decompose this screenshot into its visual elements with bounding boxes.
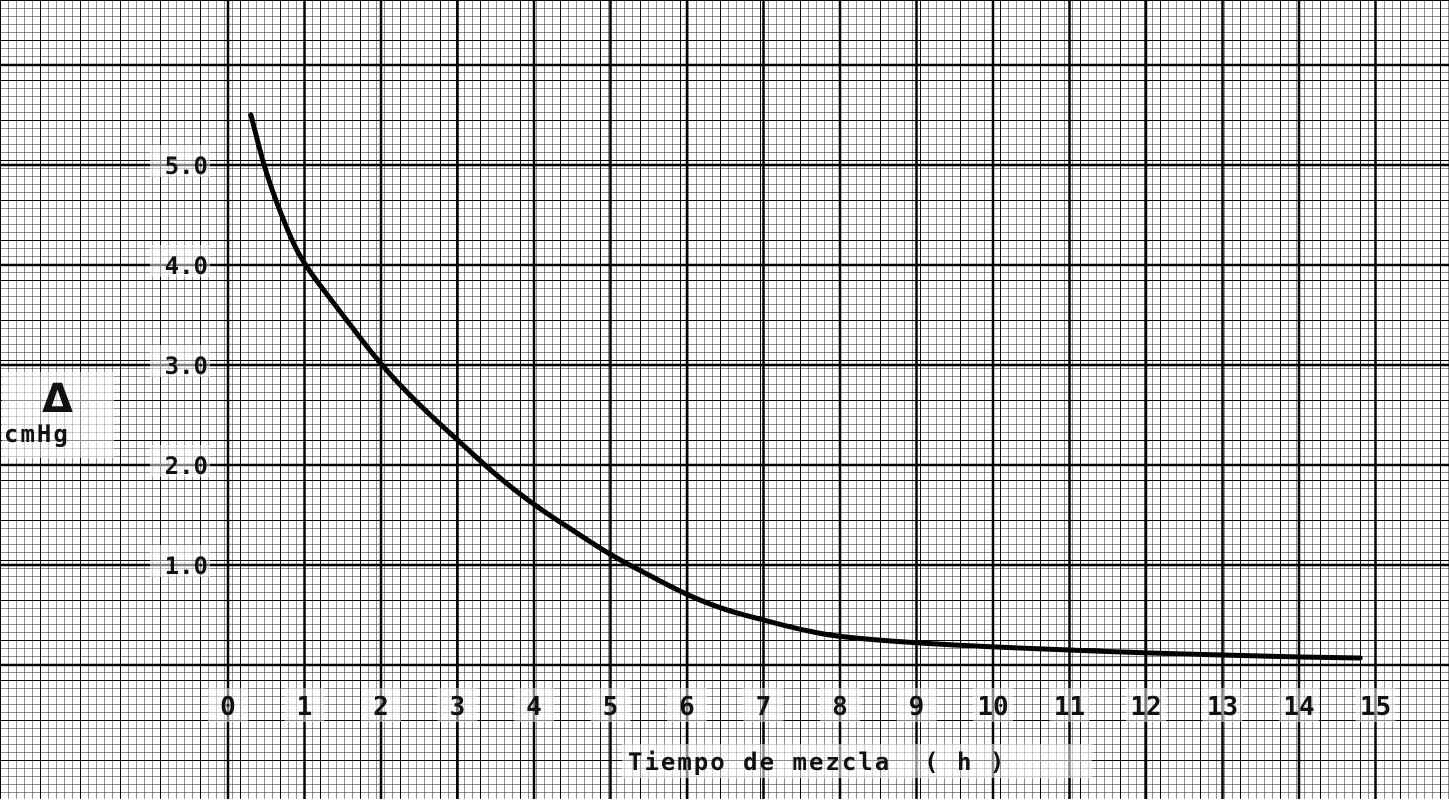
- x-tick-label-background: [1355, 688, 1396, 722]
- y-tick-label-background: [150, 145, 210, 177]
- x-tick-label: 5: [603, 692, 619, 722]
- y-tick-label-background: [150, 545, 210, 577]
- x-tick-label: 6: [679, 692, 695, 722]
- x-tick-label: 3: [450, 692, 466, 722]
- x-tick-label-background: [361, 688, 401, 722]
- x-tick-label: 11: [1054, 692, 1085, 722]
- x-tick-label: 7: [756, 692, 772, 722]
- axis-label-backgrounds: [150, 145, 1396, 722]
- y-axis-ticks: 1.0 2.0 3.0 4.0 5.0: [165, 152, 208, 580]
- x-tick-label: 0: [220, 692, 236, 722]
- x-tick-label-background: [284, 688, 325, 722]
- x-tick-label: 10: [977, 692, 1008, 722]
- x-tick-label-background: [743, 688, 784, 722]
- y-tick-label: 5.0: [165, 152, 208, 180]
- x-tick-label-background: [1049, 688, 1090, 722]
- x-tick-label: 2: [373, 692, 389, 722]
- y-tick-label: 2.0: [165, 452, 208, 480]
- x-tick-label-background: [1202, 688, 1243, 722]
- x-axis-title-background: [622, 744, 1092, 778]
- y-tick-label: 4.0: [165, 252, 208, 280]
- y-axis-title-unit: cmHg: [4, 420, 70, 448]
- x-tick-label-background: [208, 688, 248, 722]
- x-tick-label-background: [1279, 688, 1319, 722]
- y-tick-label-background: [150, 445, 210, 477]
- x-tick-label-background: [973, 688, 1013, 722]
- x-tick-label-background: [667, 688, 707, 722]
- x-tick-label-background: [896, 688, 937, 722]
- y-tick-label-background: [150, 245, 210, 277]
- x-axis-title: Tiempo de mezcla ( h ): [628, 748, 1006, 776]
- x-tick-label-background: [514, 688, 554, 722]
- y-tick-label: 3.0: [165, 352, 208, 380]
- x-tick-label-background: [1126, 688, 1166, 722]
- y-axis-title-background: [2, 372, 114, 458]
- x-tick-label: 1: [297, 692, 313, 722]
- x-tick-label: 15: [1360, 692, 1391, 722]
- x-tick-label: 13: [1207, 692, 1238, 722]
- y-axis-title-symbol: Δ: [42, 376, 73, 422]
- x-tick-label: 4: [526, 692, 542, 722]
- x-axis-ticks: 0 1 2 3 4 5 6 7 8 9 10 11 12 13 14 15: [220, 692, 1391, 722]
- y-tick-label: 1.0: [165, 552, 208, 580]
- x-tick-label: 14: [1283, 692, 1314, 722]
- x-tick-label-background: [820, 688, 860, 722]
- series-group: [248, 112, 1363, 661]
- series-line: [248, 112, 1363, 661]
- x-tick-label: 8: [832, 692, 848, 722]
- x-tick-label: 9: [909, 692, 925, 722]
- x-tick-label-background: [590, 688, 631, 722]
- x-tick-label: 12: [1130, 692, 1161, 722]
- x-tick-label-background: [437, 688, 478, 722]
- y-tick-label-background: [150, 345, 210, 377]
